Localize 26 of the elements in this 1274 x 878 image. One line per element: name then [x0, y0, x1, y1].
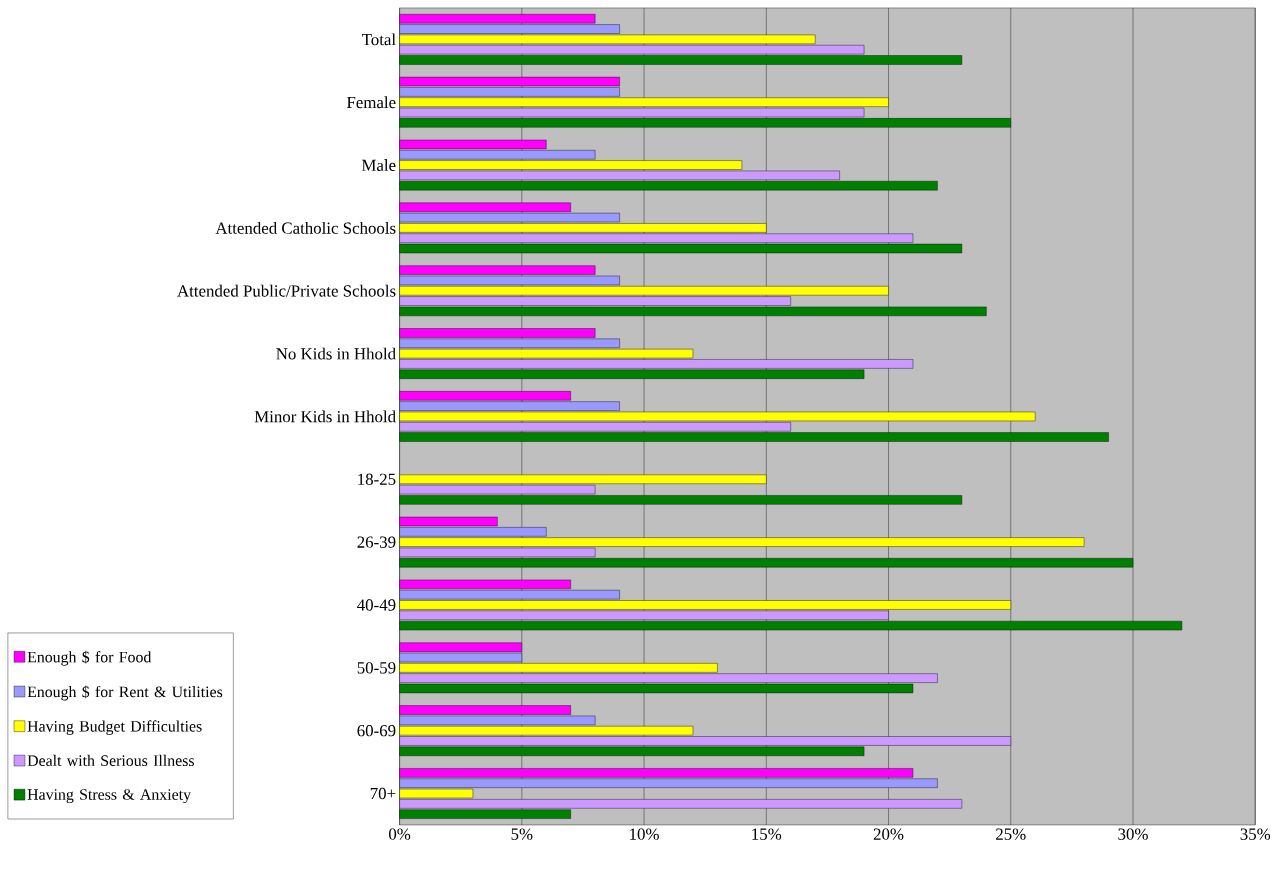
legend-label: Having Budget Difficulties	[27, 720, 202, 735]
y-tick-label: 50-59	[357, 661, 396, 674]
x-tick-label: 5%	[511, 828, 533, 840]
y-tick-label: 70+	[370, 787, 396, 799]
y-tick-label: Minor Kids in Hhold	[254, 410, 396, 423]
x-tick-label: 15%	[752, 828, 782, 840]
x-tick-label: 10%	[630, 828, 659, 840]
y-tick-label: 60-69	[357, 724, 396, 737]
x-tick-label: 20%	[873, 828, 904, 840]
legend-label: Enough $ for Food	[27, 650, 152, 666]
y-tick-label: No Kids in Hhold	[276, 347, 396, 360]
y-tick-label: Total	[361, 33, 396, 46]
legend-label: Having Stress & Anxiety	[27, 788, 191, 803]
x-tick-label: 25%	[996, 828, 1026, 840]
y-tick-label: 40-49	[357, 599, 396, 611]
x-tick-label: 35%	[1240, 828, 1271, 840]
x-tick-label: 30%	[1118, 828, 1148, 840]
y-tick-label: Female	[346, 96, 396, 108]
y-tick-label: Attended Public/Private Schools	[177, 284, 396, 297]
y-tick-label: Attended Catholic Schools	[215, 221, 396, 234]
y-tick-label: 18-25	[358, 473, 396, 485]
legend-label: Enough $ for Rent & Utilities	[27, 685, 223, 701]
x-tick-label: 0%	[388, 828, 411, 840]
y-tick-label: 26-39	[357, 536, 396, 548]
y-tick-label: Male	[361, 158, 396, 171]
legend-label: Dealt with Serious Illness	[27, 754, 194, 766]
